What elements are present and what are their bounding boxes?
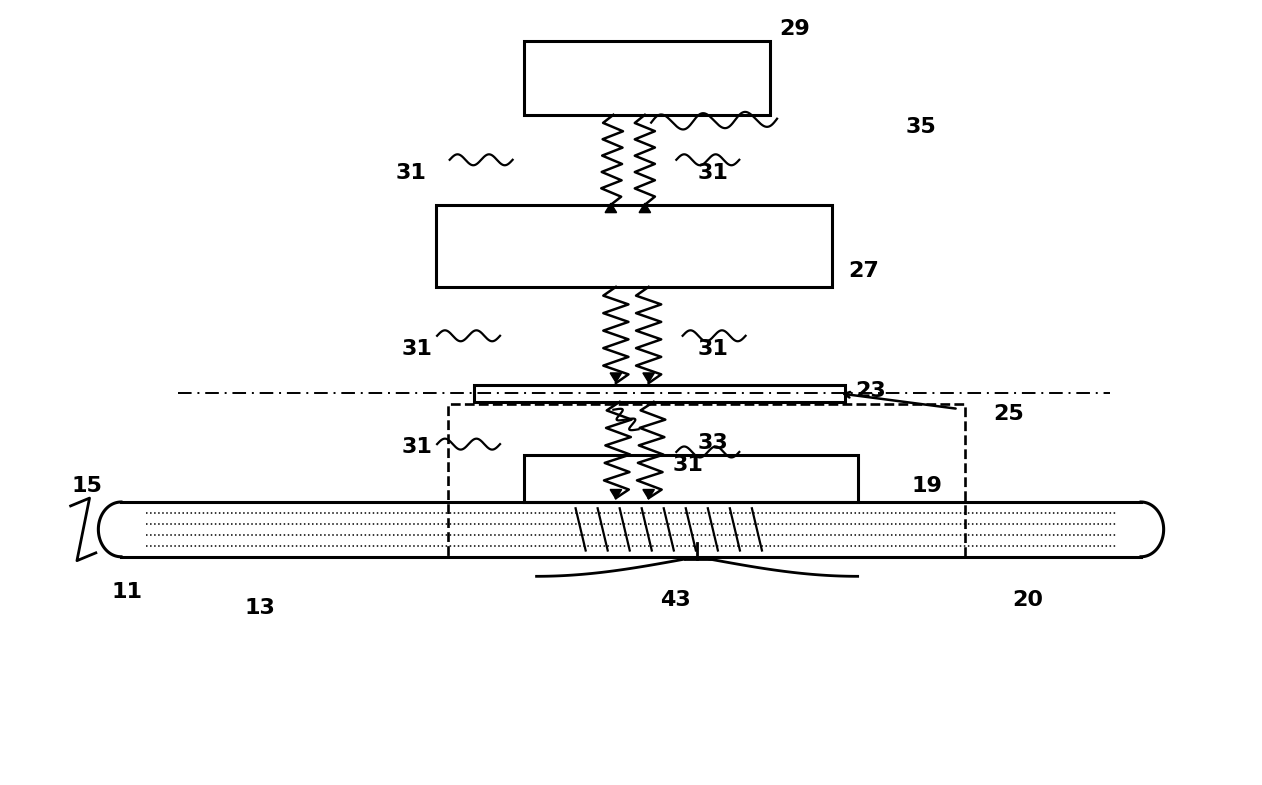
Polygon shape [604, 203, 617, 213]
Polygon shape [642, 373, 655, 382]
Text: 29: 29 [780, 19, 810, 38]
Polygon shape [610, 490, 622, 499]
Text: 15: 15 [72, 476, 102, 496]
Text: 20: 20 [1012, 590, 1044, 610]
Polygon shape [639, 203, 651, 213]
Text: 31: 31 [401, 339, 433, 360]
Text: 19: 19 [911, 476, 943, 496]
Text: 27: 27 [848, 261, 880, 281]
Text: 23: 23 [854, 381, 886, 401]
Polygon shape [610, 373, 622, 382]
Text: 25: 25 [993, 403, 1025, 424]
Text: 31: 31 [395, 163, 427, 184]
Text: 31: 31 [673, 455, 703, 475]
Text: 33: 33 [698, 433, 728, 454]
Text: 31: 31 [401, 437, 433, 457]
Polygon shape [642, 490, 655, 499]
Text: 31: 31 [698, 339, 728, 360]
Text: 43: 43 [660, 590, 690, 610]
Text: 11: 11 [112, 582, 143, 602]
Text: 35: 35 [905, 116, 936, 137]
Text: 13: 13 [244, 597, 275, 618]
Text: 31: 31 [698, 163, 728, 184]
